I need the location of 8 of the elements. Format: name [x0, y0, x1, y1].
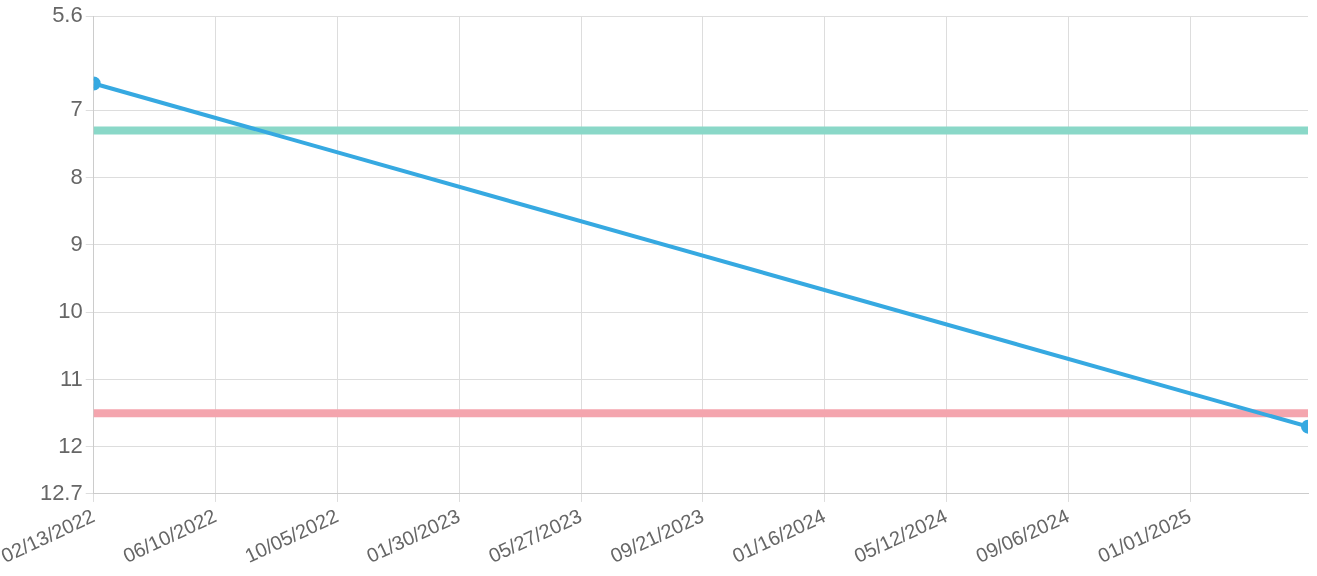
y-tick-label: 11: [59, 365, 83, 391]
y-tick-label: 8: [70, 163, 83, 189]
y-tick-label: 12.7: [39, 480, 83, 506]
y-tick-label: 5.6: [52, 2, 83, 28]
y-tick-label: 7: [70, 96, 83, 122]
y-tick-label: 12: [58, 432, 83, 458]
y-tick-label: 9: [70, 231, 83, 257]
y-tick-label: 10: [58, 298, 83, 324]
